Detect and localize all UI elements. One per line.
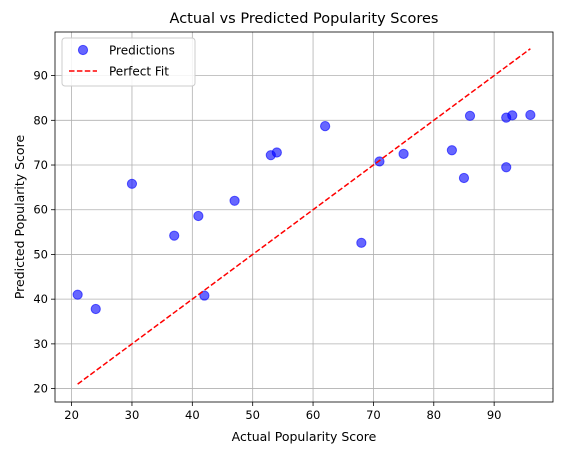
data-point [271,147,282,158]
x-axis-label: Actual Popularity Score [232,429,377,444]
data-point [90,303,101,315]
legend-label: Perfect Fit [109,65,169,79]
data-point [126,178,138,189]
legend-marker-predictions [77,44,89,56]
y-tick-label: 20 [33,382,48,396]
legend-box [61,37,196,87]
x-tick-label: 80 [426,408,441,422]
data-point [458,172,470,184]
y-axis-label: Predicted Popularity Score [12,135,27,300]
data-point [446,145,457,156]
x-tick-label: 70 [366,408,381,422]
x-tick-label: 60 [306,408,321,422]
y-tick-label: 70 [33,158,48,172]
y-tick-label: 90 [33,69,48,83]
data-point [72,289,83,300]
data-point [193,210,204,222]
plot-area: 20 30 40 50 60 70 80 90 20 30 40 50 60 70 80 90 Predicti… [33,31,554,422]
axes-frame [54,31,554,403]
x-tick-label: 40 [185,408,200,422]
plot-contents [72,48,536,385]
data-point [229,195,240,206]
data-point [525,109,536,121]
data-point [320,121,331,132]
data-point [398,148,409,159]
x-tick-label: 50 [245,408,260,422]
perfect-fit-line [77,48,531,385]
x-tick-label: 90 [487,408,502,422]
chart-title: Actual vs Predicted Popularity Scores [170,11,439,27]
y-tick-label: 40 [33,292,48,306]
y-tick-label: 50 [33,247,48,261]
y-tick-label: 80 [33,113,48,127]
data-point [507,110,518,121]
x-tick-label: 30 [125,408,140,422]
data-point [169,230,180,241]
y-tick-label: 60 [33,203,48,217]
data-point [464,110,476,121]
data-point [501,162,512,173]
legend-label: Predictions [109,44,175,58]
data-point [356,237,367,248]
y-tick-label: 30 [33,337,48,351]
data-point [199,290,210,301]
x-tick-label: 20 [64,408,79,422]
legend: Predictions Perfect Fit [61,37,196,87]
